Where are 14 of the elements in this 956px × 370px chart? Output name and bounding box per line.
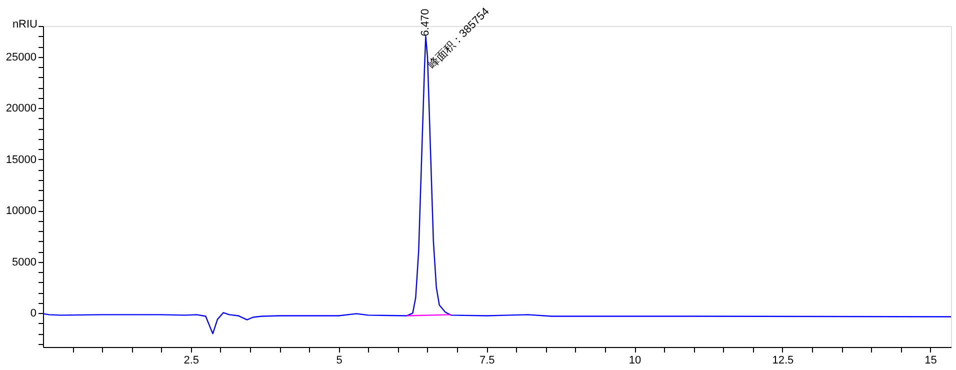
x-tick-label: 12.5 (772, 354, 794, 366)
annotation: 6.470 (420, 8, 432, 36)
y-tick-label: 5000 (12, 256, 36, 268)
x-tick-label: 10 (628, 354, 642, 366)
y-tick-label: 25000 (6, 51, 36, 64)
x-tick-label: 7.5 (480, 354, 495, 366)
y-tick-label: 10000 (6, 205, 36, 218)
y-tick-label: 20000 (6, 102, 36, 115)
y-tick-label: 0 (30, 308, 36, 320)
x-tick-label: 2.5 (184, 354, 200, 366)
x-tick-label: 5 (336, 354, 342, 366)
y-tick-label: 15000 (6, 154, 36, 166)
x-tick-label: 15 (924, 354, 937, 366)
y-axis-title: nRIU (12, 18, 38, 30)
